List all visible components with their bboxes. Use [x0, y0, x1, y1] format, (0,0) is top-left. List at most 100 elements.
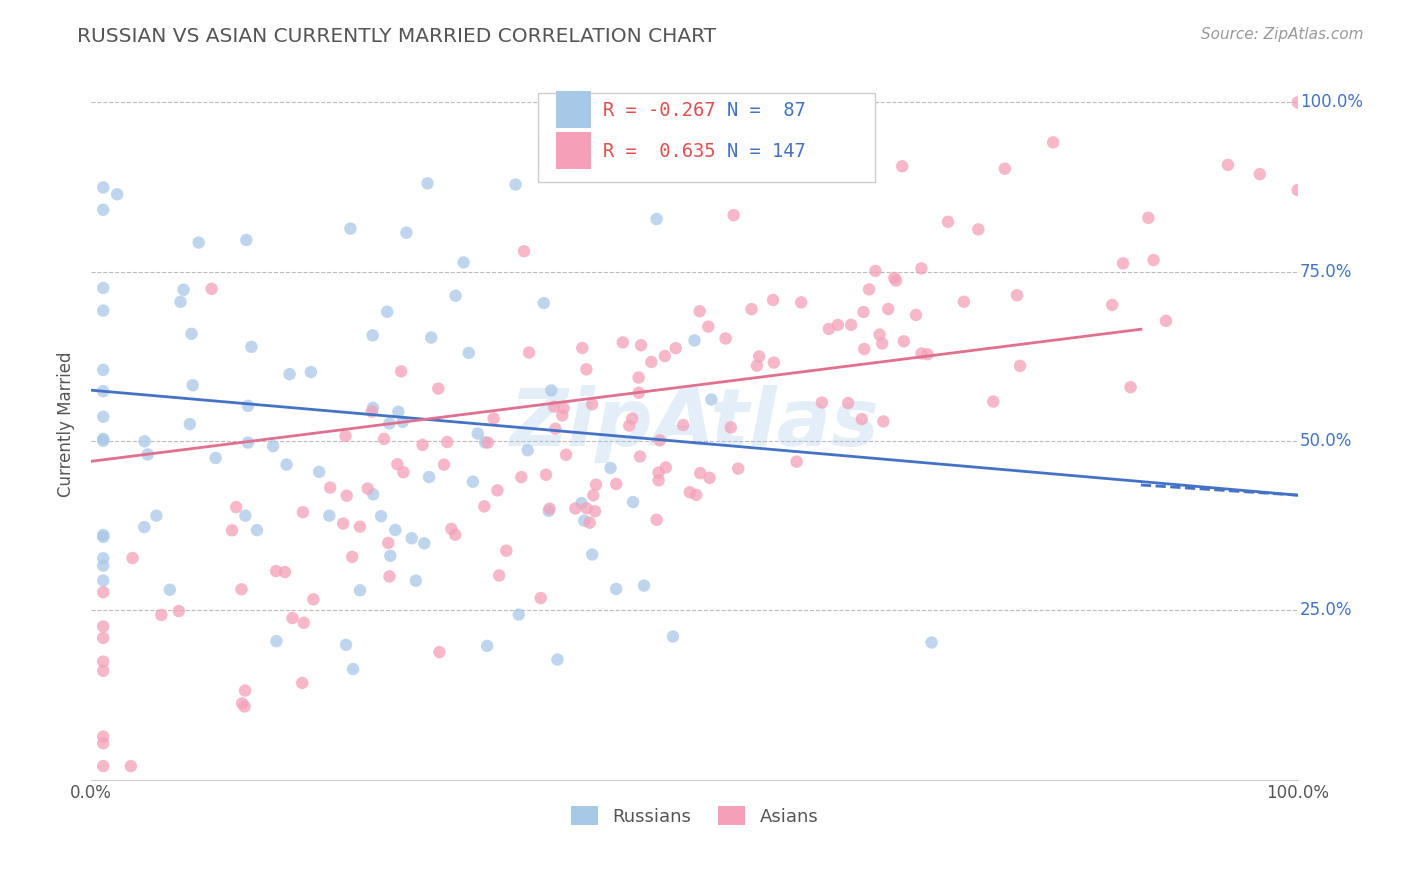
Point	[377, 536, 399, 550]
Point	[378, 417, 401, 431]
Point	[240, 340, 263, 354]
Point	[762, 355, 785, 369]
Point	[357, 482, 380, 496]
Text: RUSSIAN VS ASIAN CURRENTLY MARRIED CORRELATION CHART: RUSSIAN VS ASIAN CURRENTLY MARRIED CORRE…	[77, 27, 716, 45]
Point	[665, 341, 688, 355]
Point	[440, 522, 463, 536]
Point	[264, 564, 287, 578]
Point	[389, 364, 412, 378]
Point	[136, 447, 159, 461]
Point	[467, 426, 489, 441]
Point	[482, 411, 505, 425]
Point	[150, 607, 173, 622]
Point	[872, 414, 894, 428]
Point	[91, 736, 114, 750]
Point	[513, 244, 536, 259]
Text: R =  0.635: R = 0.635	[603, 142, 716, 161]
Point	[278, 367, 301, 381]
Point	[339, 221, 361, 235]
Point	[689, 304, 711, 318]
Point	[453, 255, 475, 269]
Point	[375, 304, 398, 318]
Point	[630, 338, 652, 352]
Point	[672, 418, 695, 433]
Point	[910, 346, 932, 360]
Point	[1101, 298, 1123, 312]
Point	[633, 579, 655, 593]
Point	[91, 432, 114, 446]
Point	[1286, 95, 1309, 110]
Point	[1112, 256, 1135, 270]
Point	[655, 460, 678, 475]
Point	[378, 569, 401, 583]
Point	[662, 630, 685, 644]
Point	[335, 429, 357, 443]
Point	[583, 504, 606, 518]
Point	[91, 619, 114, 633]
Point	[870, 336, 893, 351]
Point	[134, 520, 156, 534]
Point	[534, 467, 557, 482]
Point	[1249, 167, 1271, 181]
Point	[231, 697, 253, 711]
Point	[530, 591, 553, 605]
Point	[246, 523, 269, 537]
Point	[837, 396, 859, 410]
Point	[852, 305, 875, 319]
Point	[745, 359, 768, 373]
Point	[762, 293, 785, 307]
Y-axis label: Currently Married: Currently Married	[58, 351, 75, 497]
Point	[384, 523, 406, 537]
Point	[120, 759, 142, 773]
Point	[373, 432, 395, 446]
Point	[1008, 359, 1031, 373]
Point	[235, 508, 257, 523]
Point	[291, 676, 314, 690]
Point	[180, 326, 202, 341]
Point	[647, 466, 669, 480]
Point	[91, 664, 114, 678]
Point	[612, 335, 634, 350]
Point	[91, 730, 114, 744]
Point	[645, 211, 668, 226]
Point	[1042, 136, 1064, 150]
Point	[571, 496, 593, 510]
Point	[429, 645, 451, 659]
Point	[91, 631, 114, 645]
Point	[581, 397, 603, 411]
Point	[392, 465, 415, 479]
Point	[179, 417, 201, 431]
Point	[236, 435, 259, 450]
Point	[159, 582, 181, 597]
Point	[679, 485, 702, 500]
Point	[628, 450, 651, 464]
Point	[235, 233, 257, 247]
Point	[727, 461, 749, 475]
Point	[360, 404, 382, 418]
Point	[91, 759, 114, 773]
Point	[599, 461, 621, 475]
Point	[853, 342, 876, 356]
Point	[748, 350, 770, 364]
Point	[714, 331, 737, 345]
Point	[91, 655, 114, 669]
Point	[427, 382, 450, 396]
Point	[883, 271, 905, 285]
Point	[904, 308, 927, 322]
Point	[477, 435, 499, 450]
Point	[91, 434, 114, 448]
Point	[953, 294, 976, 309]
Point	[380, 549, 402, 563]
Point	[538, 501, 561, 516]
Point	[571, 341, 593, 355]
Point	[689, 466, 711, 480]
Point	[444, 527, 467, 541]
Point	[723, 208, 745, 222]
Point	[555, 448, 578, 462]
Point	[967, 222, 990, 236]
FancyBboxPatch shape	[537, 94, 876, 182]
Point	[540, 384, 562, 398]
Text: ZipAtlas: ZipAtlas	[509, 385, 879, 463]
Point	[547, 652, 569, 666]
Point	[418, 470, 440, 484]
